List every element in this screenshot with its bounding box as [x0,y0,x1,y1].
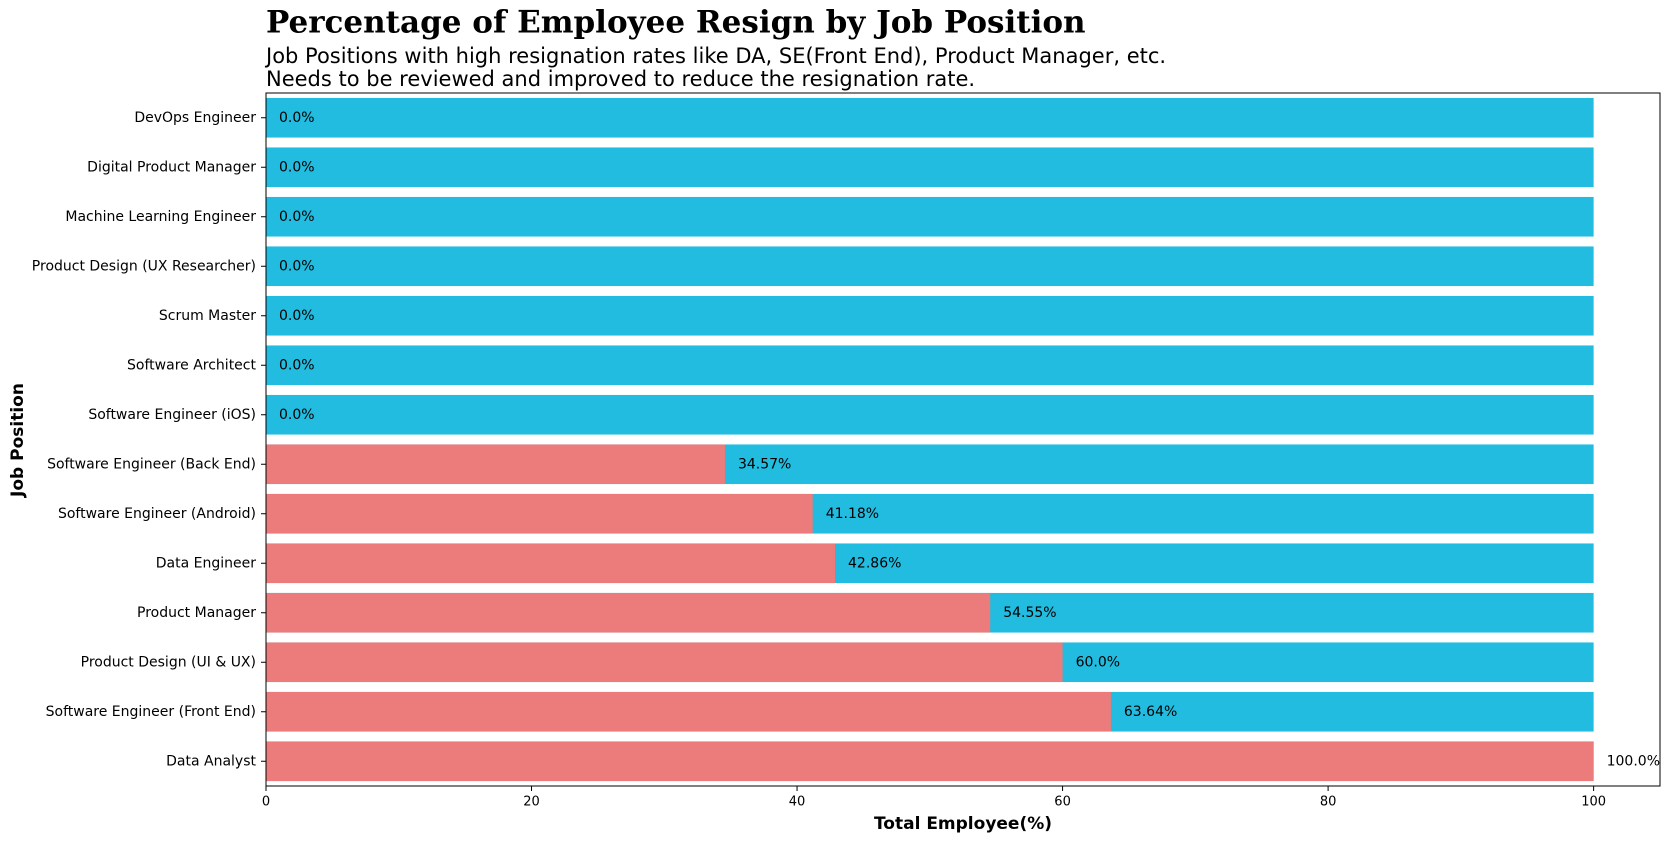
bar [266,642,1063,683]
x-tick-label: 60 [1054,795,1071,810]
data-label: 0.0% [279,159,315,175]
data-label: 0.0% [279,308,315,324]
y-tick-label: Software Architect [127,357,256,373]
data-label: 42.86% [848,555,901,571]
bar [266,97,1594,138]
x-axis-label: Total Employee(%) [874,814,1052,834]
data-label: 0.0% [279,258,315,274]
y-tick-label: Product Manager [137,605,256,621]
data-label: 0.0% [279,407,315,423]
chart-title: Percentage of Employee Resign by Job Pos… [266,5,1086,41]
y-tick-label: Data Analyst [166,753,256,769]
data-label: 0.0% [279,110,315,126]
x-tick-label: 0 [262,795,270,810]
data-label: 34.57% [738,456,791,472]
y-tick-label: Product Design (UX Researcher) [32,258,256,274]
bar [266,592,991,633]
x-tick-label: 100 [1581,795,1606,810]
data-label: 100.0% [1607,753,1660,769]
bar [266,147,1594,188]
plot-frame [265,92,1661,787]
data-label: 60.0% [1076,654,1120,670]
bar [266,493,813,534]
y-tick-label: Digital Product Manager [87,159,256,175]
y-tick-label: Data Engineer [156,555,256,571]
data-label: 63.64% [1124,704,1177,720]
y-tick-label: Scrum Master [159,308,256,324]
y-tick-label: Software Engineer (Front End) [46,704,256,720]
bar [266,444,725,485]
bar [266,196,1594,237]
bar [266,246,1594,287]
y-tick-label: Product Design (UI & UX) [81,654,256,670]
x-tick-label: 40 [789,795,806,810]
y-axis-label: Job Position [8,383,28,498]
y-tick-label: Software Engineer (Android) [58,506,256,522]
bar [266,295,1594,336]
y-tick-label: Software Engineer (iOS) [88,407,256,423]
data-label: 0.0% [279,357,315,373]
y-tick-label: Machine Learning Engineer [65,209,256,225]
bar [266,691,1111,732]
y-tick-label: DevOps Engineer [134,110,256,126]
bar [266,543,836,584]
bar [266,394,1594,435]
bar [266,741,1594,782]
chart-subtitle: Job Positions with high resignation rate… [264,44,1166,68]
data-label: 54.55% [1003,605,1056,621]
bar [266,345,1594,386]
x-tick-label: 20 [523,795,540,810]
data-label: 0.0% [279,209,315,225]
x-tick-label: 80 [1320,795,1337,810]
chart-subtitle: Needs to be reviewed and improved to red… [266,67,975,91]
y-tick-label: Software Engineer (Back End) [47,456,256,472]
data-label: 41.18% [826,506,879,522]
